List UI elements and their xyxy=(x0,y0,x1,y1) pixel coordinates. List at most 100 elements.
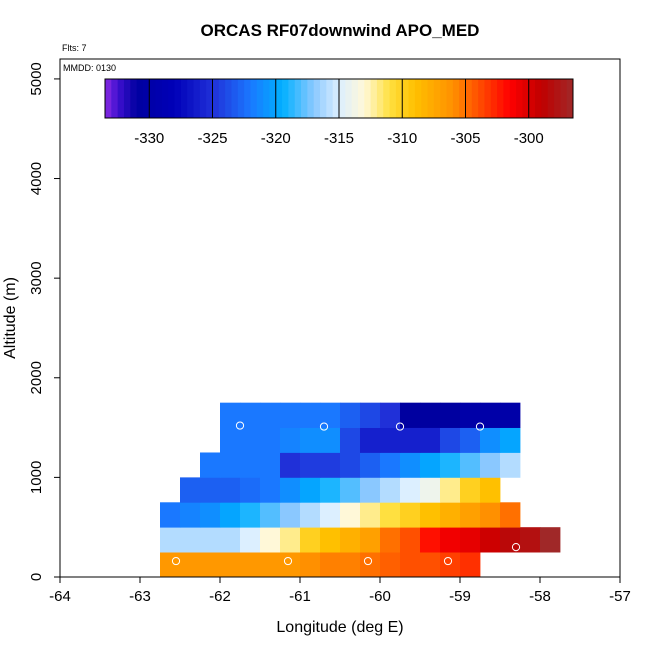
colorbar-swatch xyxy=(206,79,214,118)
heatmap-cell xyxy=(280,427,301,453)
heatmap-cell xyxy=(220,552,241,578)
colorbar-swatch xyxy=(307,79,315,118)
y-tick-label: 2000 xyxy=(28,361,45,394)
colorbar-swatch xyxy=(218,79,226,118)
heatmap-cell xyxy=(420,502,441,528)
colorbar-swatch xyxy=(459,79,466,118)
heatmap-cell xyxy=(340,527,361,553)
x-tick-label: -61 xyxy=(289,588,311,605)
heatmap-cell xyxy=(460,527,481,553)
colorbar-swatch xyxy=(446,79,454,118)
heatmap-cell xyxy=(200,527,221,553)
colorbar-swatch xyxy=(395,79,403,118)
colorbar-swatch xyxy=(250,79,258,118)
colorbar-swatch xyxy=(364,79,372,118)
sample-point xyxy=(511,543,521,552)
heatmap-cell xyxy=(260,477,281,503)
heatmap-cell xyxy=(380,502,401,528)
heatmap-cell xyxy=(340,402,361,428)
y-tick-label: 5000 xyxy=(28,62,45,95)
heatmap-cell xyxy=(380,527,401,553)
x-tick-label: -63 xyxy=(129,588,151,605)
sample-point xyxy=(443,556,453,566)
heatmap-cell xyxy=(200,452,221,478)
colorbar-swatch xyxy=(313,79,321,118)
heatmap-cell xyxy=(160,552,181,578)
chart-title: ORCAS RF07downwind APO_MED xyxy=(201,21,480,40)
heatmap-cell xyxy=(240,527,261,553)
heatmap-cell xyxy=(340,477,361,503)
colorbar-swatch xyxy=(490,79,498,118)
heatmap-cell xyxy=(220,477,241,503)
y-tick-label: 3000 xyxy=(28,261,45,294)
colorbar-swatch xyxy=(123,79,131,118)
heatmap-cell xyxy=(300,452,321,478)
heatmap-cell xyxy=(160,502,181,528)
heatmap-cell xyxy=(260,552,281,578)
heatmap-cell xyxy=(200,552,221,578)
colorbar-tick-label: -305 xyxy=(450,130,480,147)
heatmap-cell xyxy=(400,502,421,528)
heatmap-cell xyxy=(260,402,281,428)
heatmap-cell xyxy=(240,402,261,428)
colorbar-swatch xyxy=(136,79,144,118)
heatmap-cells xyxy=(160,402,561,578)
heatmap-cell xyxy=(300,527,321,553)
x-tick-label: -59 xyxy=(449,588,471,605)
colorbar-swatch xyxy=(111,79,119,118)
colorbar-swatch xyxy=(547,79,555,118)
heatmap-cell xyxy=(320,452,341,478)
heatmap-cell xyxy=(480,427,501,453)
heatmap-cell xyxy=(460,477,481,503)
heatmap-cell xyxy=(460,552,481,578)
heatmap-cell xyxy=(380,452,401,478)
heatmap-cell xyxy=(280,527,301,553)
heatmap-cell xyxy=(380,427,401,453)
heatmap-cell xyxy=(300,477,321,503)
colorbar-swatch xyxy=(452,79,460,118)
heatmap-cell xyxy=(440,402,461,428)
heatmap-cell xyxy=(520,527,541,553)
y-tick-label: 1000 xyxy=(28,461,45,494)
colorbar-swatch xyxy=(142,79,150,118)
heatmap-cell xyxy=(320,502,341,528)
heatmap-cell xyxy=(360,502,381,528)
heatmap-cell xyxy=(200,502,221,528)
heatmap-cell xyxy=(360,452,381,478)
heatmap-cell xyxy=(480,527,501,553)
colorbar-swatch xyxy=(528,79,536,118)
colorbar-swatch xyxy=(187,79,195,118)
heatmap-cell xyxy=(300,552,321,578)
heatmap-cell xyxy=(320,527,341,553)
colorbar-swatch xyxy=(497,79,504,118)
colorbar-swatch xyxy=(263,79,270,118)
colorbar-swatch xyxy=(516,79,523,118)
colorbar-tick-label: -330 xyxy=(134,130,164,147)
colorbar-swatch xyxy=(269,79,277,118)
colorbar-swatch xyxy=(275,79,283,118)
heatmap-cell xyxy=(440,452,461,478)
heatmap-cell xyxy=(340,452,361,478)
colorbar-swatch xyxy=(339,79,346,118)
date-label: MMDD: 0130 xyxy=(63,63,116,73)
heatmap-cell xyxy=(400,452,421,478)
heatmap-cell xyxy=(420,527,441,553)
heatmap-cell xyxy=(420,427,441,453)
colorbar-swatch xyxy=(288,79,296,118)
colorbar-swatch xyxy=(320,79,327,118)
heatmap-cell xyxy=(320,552,341,578)
x-tick-label: -57 xyxy=(609,588,631,605)
heatmap-cell xyxy=(180,527,201,553)
heatmap-cell xyxy=(300,427,321,453)
heatmap-cell xyxy=(340,552,361,578)
heatmap-cell xyxy=(340,502,361,528)
heatmap-cell xyxy=(360,552,381,578)
x-tick-label: -64 xyxy=(49,588,71,605)
colorbar-swatch xyxy=(332,79,340,118)
colorbar-swatch xyxy=(244,79,251,118)
x-tick-label: -60 xyxy=(369,588,391,605)
y-tick-label: 0 xyxy=(28,573,45,581)
colorbar-swatch xyxy=(427,79,435,118)
colorbar-swatch xyxy=(402,79,410,118)
